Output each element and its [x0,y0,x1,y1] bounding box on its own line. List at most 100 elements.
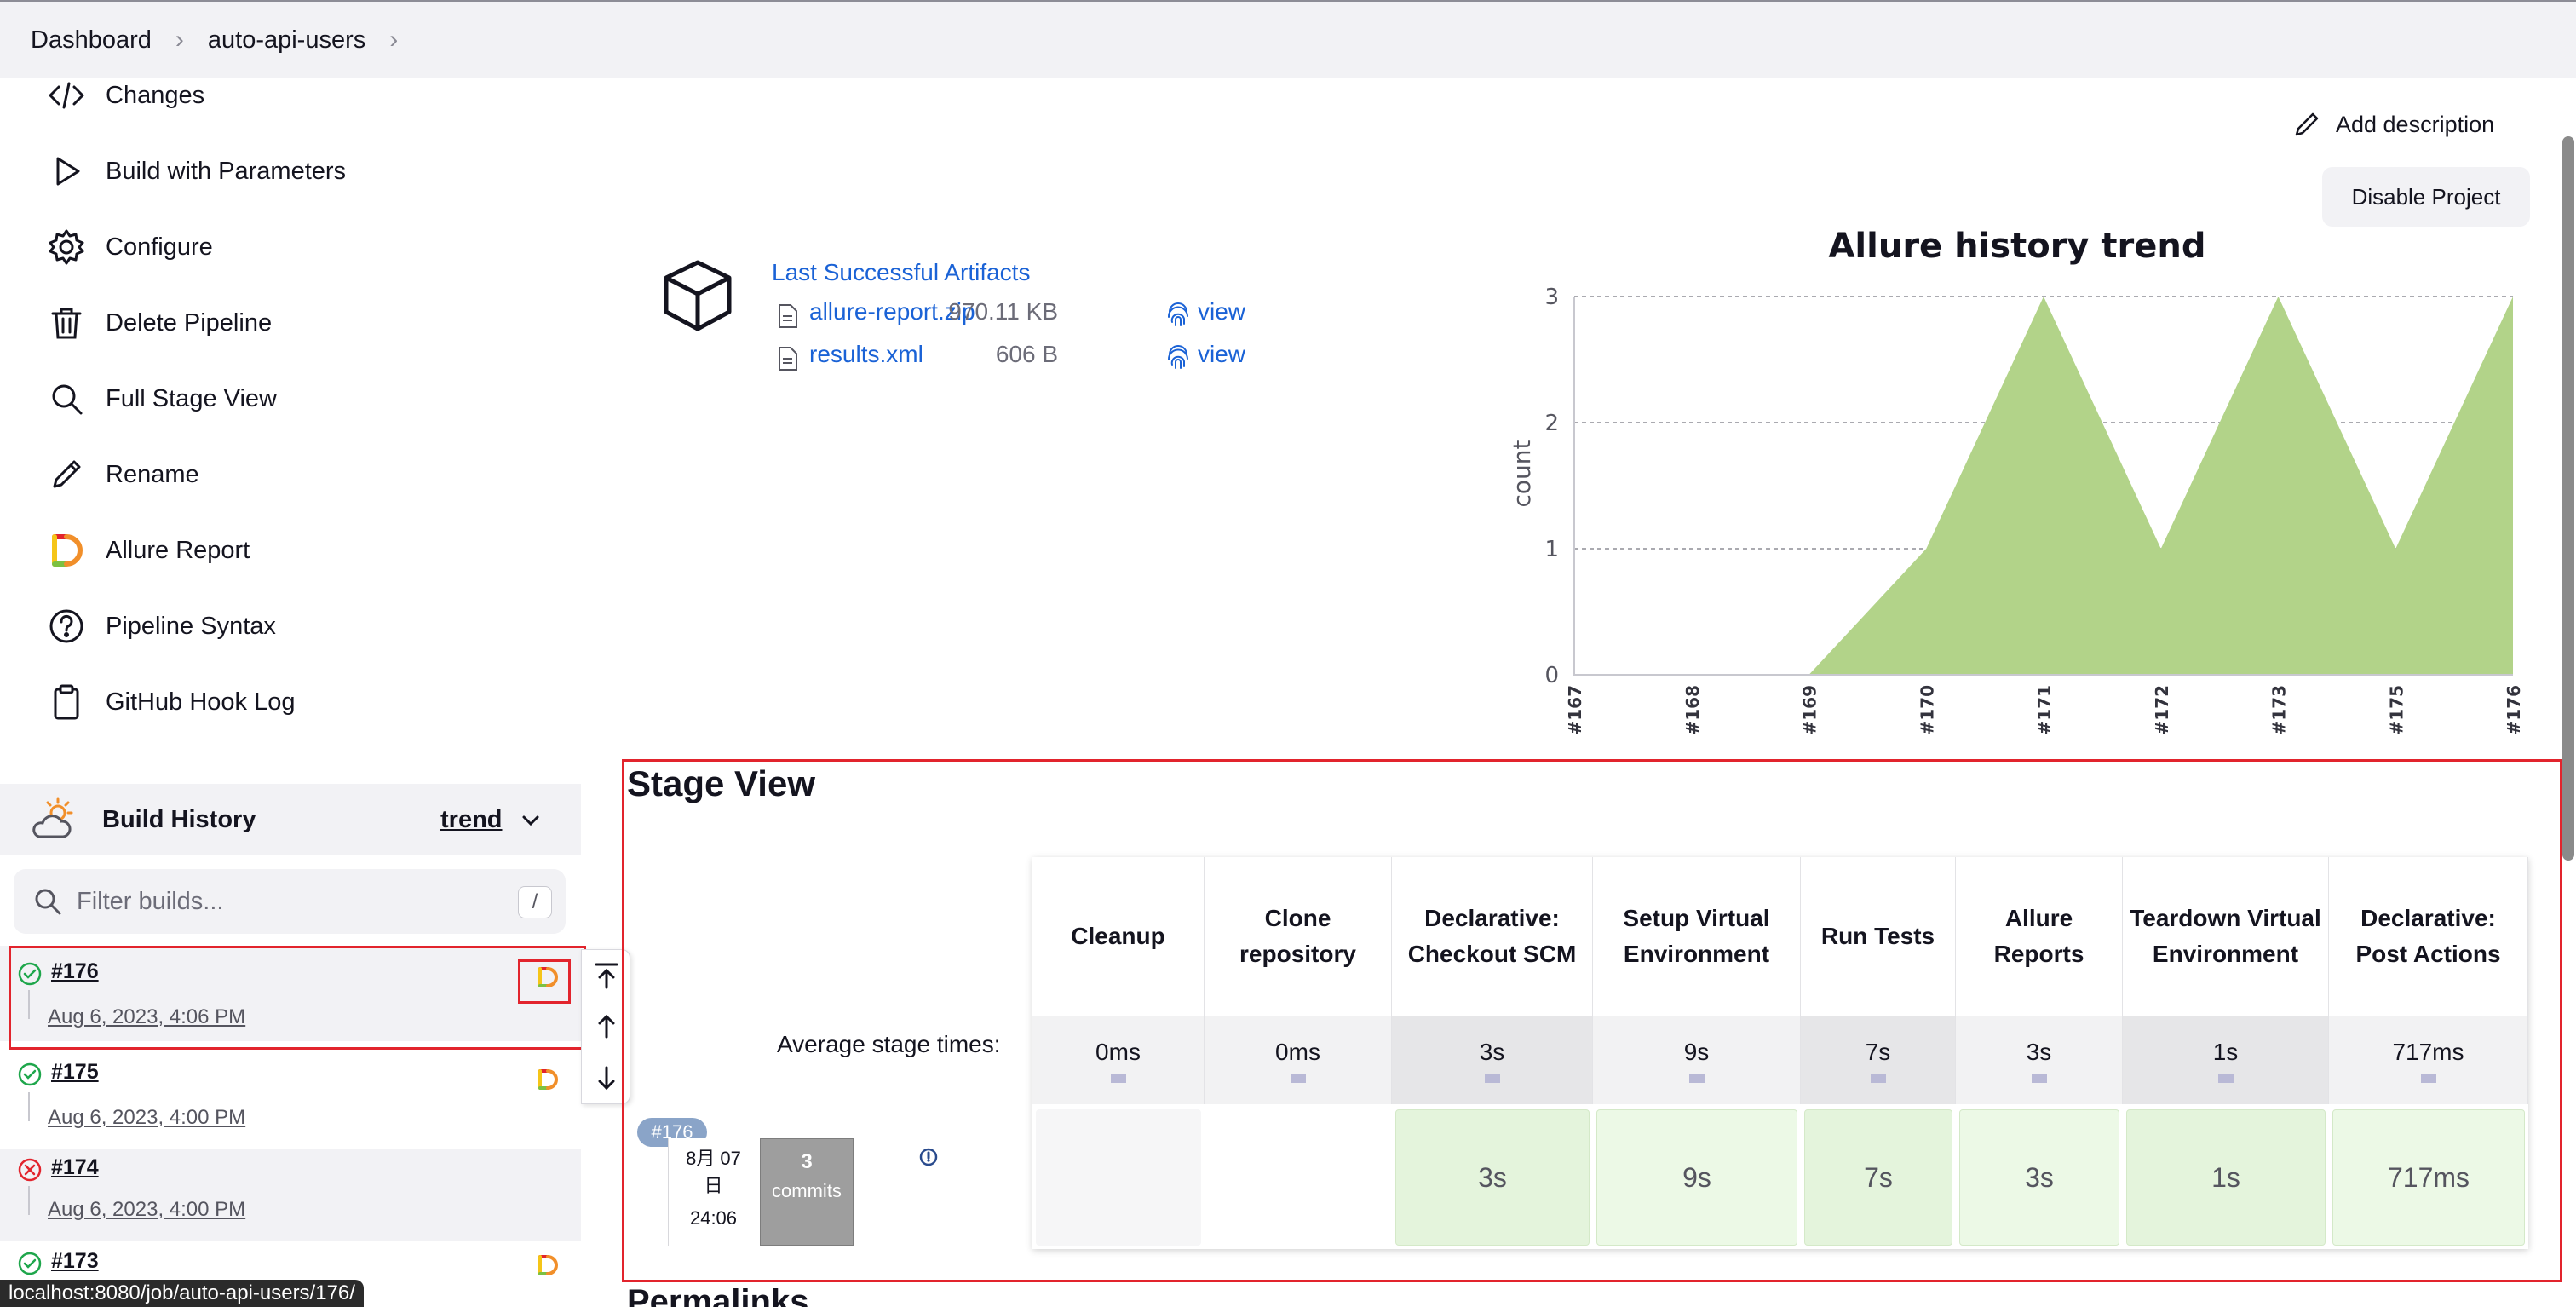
breadcrumb-chevron-icon[interactable]: › [389,26,399,54]
stage-average-value: 7s [1865,1038,1891,1065]
run-tag-176[interactable]: #176 [637,1118,707,1147]
run-time: 24:06 [689,1207,738,1229]
artifact-link[interactable]: results.xml [809,341,923,367]
stage-average-value: 0ms [1095,1038,1141,1065]
gear-icon [46,227,87,268]
artifact-link[interactable]: allure-report.zip [809,298,975,325]
build-history-title: Build History [102,805,256,833]
stage-average-bar [2031,1074,2047,1083]
stage-column-header: Teardown Virtual Environment [2123,857,2329,1016]
stage-average-bar [2217,1074,2234,1083]
allure-icon[interactable] [535,1067,561,1092]
weather-cloudy-icon [29,797,77,846]
trend-link[interactable]: trend [440,805,503,833]
code-icon [46,75,87,116]
sidebar-item-rename[interactable]: Rename [0,439,579,510]
sidebar-item-label: Delete Pipeline [106,308,273,337]
sidebar-item-label: Configure [106,233,213,261]
arrow-up-icon[interactable] [591,1011,622,1042]
stage-cell[interactable]: 3s [1395,1109,1590,1246]
stage-column-header: Run Tests [1801,857,1956,1016]
timeline-line [28,1186,30,1215]
stage-cell[interactable]: 3s [1959,1109,2119,1246]
run-commits-badge[interactable]: 3 commits [760,1138,854,1246]
chart-x-tick-label: #172 [2152,685,2172,735]
breadcrumb-job[interactable]: auto-api-users [207,26,366,54]
run-date-line1: 8月 07 [686,1148,741,1169]
build-row-173[interactable]: #173 [0,1242,581,1280]
stage-cell [1208,1109,1389,1246]
artifact-view-link[interactable]: view [1198,298,1246,325]
chart-x-tick-label: #167 [1565,685,1585,735]
breadcrumb-dashboard[interactable]: Dashboard [31,26,152,54]
chevron-down-icon[interactable] [520,809,542,836]
highlight-box [622,759,2562,1282]
stage-average-value: 3s [1479,1038,1505,1065]
sidebar-item-label: Pipeline Syntax [106,612,276,640]
sidebar-item-label: Rename [106,460,199,488]
chart-title: Allure history trend [1828,227,2205,266]
status-bar-url: localhost:8080/job/auto-api-users/176/ [0,1280,364,1307]
arrow-down-icon[interactable] [591,1062,622,1093]
scroll-top-icon[interactable] [591,960,622,991]
trash-icon [46,302,87,343]
stage-average-bar [2420,1074,2436,1083]
page-scrollbar[interactable] [2562,136,2574,861]
stage-cell[interactable]: 717ms [2332,1109,2525,1246]
sidebar-item-allure-report[interactable]: Allure Report [0,515,579,586]
build-date-link[interactable]: Aug 6, 2023, 4:00 PM [48,1198,246,1221]
pencil-icon [2295,112,2319,136]
build-row-174[interactable]: #174 Aug 6, 2023, 4:00 PM [0,1149,581,1241]
chart-y-tick-label: 3 [1544,285,1559,310]
chart-x-tick-label: #171 [2034,685,2055,735]
fingerprint-icon[interactable] [1165,344,1191,371]
run-info-icon[interactable] [918,1147,939,1167]
sidebar-item-build-with-parameters[interactable]: Build with Parameters [0,135,579,207]
build-number-link[interactable]: #175 [51,1060,99,1084]
fingerprint-icon[interactable] [1165,302,1191,329]
build-date-link[interactable]: Aug 6, 2023, 4:06 PM [48,1005,246,1028]
sidebar-item-changes[interactable]: Changes [0,60,579,131]
sidebar-item-configure[interactable]: Configure [0,211,579,283]
last-successful-artifacts-link[interactable]: Last Successful Artifacts [772,259,1031,285]
artifact-view-link[interactable]: view [1198,341,1246,367]
disable-project-button[interactable]: Disable Project [2322,167,2530,227]
allure-icon[interactable] [535,1252,561,1278]
breadcrumb-chevron-icon: › [175,26,184,54]
commits-label: commits [772,1180,842,1201]
file-icon [779,347,797,371]
sidebar-item-full-stage-view[interactable]: Full Stage View [0,363,579,435]
add-description-link[interactable]: Add description [2291,109,2494,140]
timeline-line [28,1092,30,1121]
chart-axis [1573,297,2513,676]
build-number-link[interactable]: #173 [51,1249,99,1273]
build-date-link[interactable]: Aug 6, 2023, 4:00 PM [48,1106,246,1129]
allure-icon[interactable] [535,964,561,990]
build-number-link[interactable]: #174 [51,1155,99,1179]
success-icon [18,962,42,986]
build-row-176[interactable]: #176 Aug 6, 2023, 4:06 PM [0,946,581,1041]
pencil-icon [46,454,87,495]
stage-column-header: Cleanup [1032,857,1205,1016]
stage-cell[interactable]: 9s [1596,1109,1797,1246]
stage-average-time: 0ms [1032,1016,1205,1104]
stage-column-header: Allure Reports [1956,857,2123,1016]
stage-cell[interactable]: 1s [2126,1109,2326,1246]
build-row-175[interactable]: #175 Aug 6, 2023, 4:00 PM [0,1053,581,1149]
build-number-link[interactable]: #176 [51,959,99,983]
search-icon [46,378,87,419]
allure-trend-chart[interactable]: Allure history trend count 0 1 2 3 #167 #168… [1499,218,2521,746]
filter-shortcut-key: / [518,886,552,918]
sidebar-item-pipeline-syntax[interactable]: Pipeline Syntax [0,590,579,662]
sidebar-item-github-hook-log[interactable]: GitHub Hook Log [0,666,579,738]
success-icon [18,1252,42,1275]
stage-average-value: 1s [2212,1038,2239,1065]
sidebar-item-delete-pipeline[interactable]: Delete Pipeline [0,287,579,359]
filter-builds: / [14,869,566,934]
sidebar-item-label: Allure Report [106,536,250,564]
chart-x-tick-label: #168 [1682,685,1703,735]
stage-average-value: 717ms [2392,1038,2464,1065]
sidebar-item-label: GitHub Hook Log [106,688,296,716]
stage-cell[interactable]: 7s [1804,1109,1952,1246]
filter-builds-input[interactable] [77,869,486,934]
